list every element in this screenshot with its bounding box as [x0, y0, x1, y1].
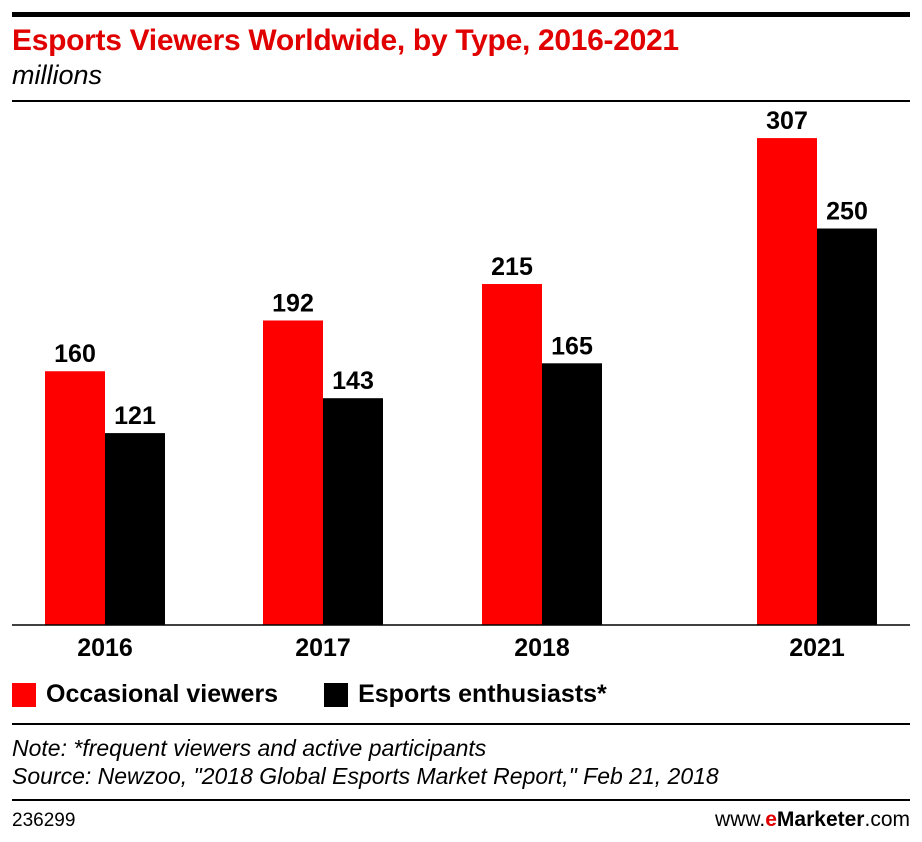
- bar-enthusiasts-2021: [817, 228, 877, 625]
- footnote: Note: *frequent viewers and active parti…: [12, 735, 487, 761]
- data-label-occasional-2017: 192: [272, 289, 314, 317]
- legend-swatch-enthusiasts: [324, 682, 349, 707]
- bar-occasional-2016: [45, 371, 105, 625]
- brand-suffix: .com: [864, 808, 910, 831]
- legend-swatch-occasional: [12, 682, 36, 707]
- bar-enthusiasts-2018: [542, 363, 602, 625]
- x-tick-label-2016: 2016: [77, 634, 133, 662]
- data-label-enthusiasts-2018: 165: [551, 332, 593, 360]
- bar-occasional-2017: [263, 320, 323, 625]
- bar-enthusiasts-2017: [323, 398, 383, 625]
- brand-e: e: [765, 808, 777, 831]
- data-label-enthusiasts-2016: 121: [114, 402, 156, 430]
- x-tick-label-2018: 2018: [514, 634, 570, 662]
- chart-id: 236299: [12, 810, 76, 831]
- bar-enthusiasts-2016: [105, 433, 165, 625]
- chart-subtitle: millions: [12, 60, 103, 90]
- brand-link[interactable]: www.eMarketer.com: [715, 808, 910, 832]
- footer-rule: [12, 799, 910, 801]
- chart-title: Esports Viewers Worldwide, by Type, 2016…: [12, 24, 679, 57]
- legend-rule: [12, 723, 910, 725]
- data-label-occasional-2018: 215: [491, 253, 533, 281]
- data-label-enthusiasts-2017: 143: [332, 367, 374, 395]
- legend: Occasional viewers Esports enthusiasts*: [12, 680, 653, 709]
- source-note: Source: Newzoo, "2018 Global Esports Mar…: [12, 763, 719, 789]
- legend-item-enthusiasts: Esports enthusiasts*: [324, 680, 607, 709]
- data-label-occasional-2016: 160: [54, 340, 96, 368]
- legend-label-enthusiasts: Esports enthusiasts*: [358, 680, 607, 708]
- header-rule: [12, 100, 910, 102]
- data-label-enthusiasts-2021: 250: [826, 198, 868, 226]
- legend-item-occasional: Occasional viewers: [12, 680, 278, 709]
- bar-occasional-2018: [482, 284, 542, 625]
- bar-occasional-2021: [757, 138, 817, 625]
- x-tick-label-2021: 2021: [789, 634, 845, 662]
- top-rule: [12, 12, 910, 17]
- brand-prefix: www.: [715, 808, 766, 831]
- x-tick-label-2017: 2017: [295, 634, 351, 662]
- data-label-occasional-2021: 307: [766, 107, 808, 135]
- legend-label-occasional: Occasional viewers: [46, 680, 279, 708]
- brand-name: Marketer: [776, 808, 865, 831]
